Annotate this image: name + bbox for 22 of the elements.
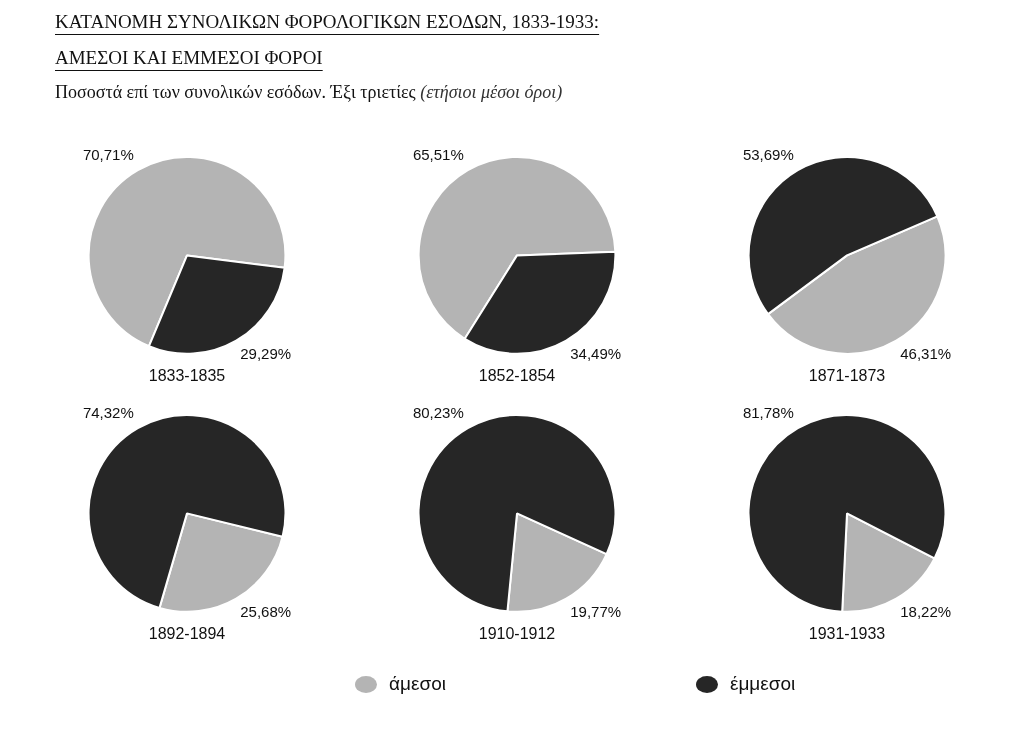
data-label: 34,49% [570, 345, 622, 363]
legend-label: άμεσοι [389, 673, 446, 695]
text: 1910-1912 [478, 624, 556, 642]
data-label: 80,23% [412, 403, 464, 421]
data-label: 25,68% [240, 603, 292, 621]
data-label: 53,69% [742, 145, 794, 163]
text: 1871-1873 [808, 366, 886, 384]
text: 1833-1835 [148, 366, 226, 384]
text: 1931-1933 [808, 624, 886, 642]
data-label: 65,51% [412, 145, 464, 163]
data-label: 74,32% [82, 403, 134, 421]
data-label: 18,22% [900, 603, 952, 621]
data-label: 81,78% [742, 403, 794, 421]
data-label: 29,29% [240, 345, 292, 363]
chart-title: ΚΑΤΑΝΟΜΗ ΣΥΝΟΛΙΚΩΝ ΦΟΡΟΛΟΓΙΚΩΝ ΕΣΟΔΩΝ, 1833-1933: ΑΜΕΣΟΙ ΚΑΙ ΕΜΜΕΣΟΙ ΦΟΡΟΙ [55, 10, 601, 70]
text: 1852-1854 [478, 366, 556, 384]
data-label: 70,71% [82, 145, 134, 163]
data-label: 46,31% [900, 345, 952, 363]
text: 1892-1894 [148, 624, 226, 642]
data-label: 19,77% [570, 603, 622, 621]
chart-subtitle: Ποσοστά επί των συνολικών εσόδων. Έξι τριετίες (ετήσιοι μέσοι όροι) [55, 82, 564, 103]
legend-label: έμμεσοι [729, 673, 796, 695]
